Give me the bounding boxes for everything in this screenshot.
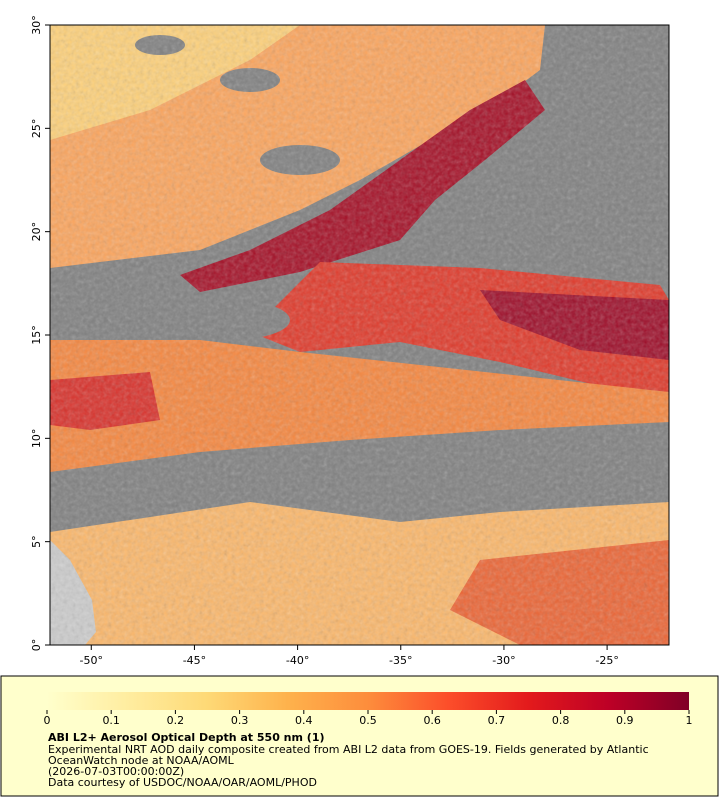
colorbar-tick-label: 0.8 (552, 714, 570, 727)
legend-note: OceanWatch node at NOAA/AOML (48, 754, 235, 767)
legend-title: ABI L2+ Aerosol Optical Depth at 550 nm … (48, 731, 325, 744)
x-tick-label: -25° (595, 654, 618, 667)
colorbar-tick-label: 0 (44, 714, 51, 727)
y-tick-label: 30° (30, 15, 43, 35)
colorbar-tick-label: 0.9 (616, 714, 634, 727)
colorbar-tick-label: 0.5 (359, 714, 377, 727)
map-raster (50, 25, 669, 645)
y-tick-label: 0° (30, 639, 43, 652)
colorbar-tick-label: 0.7 (488, 714, 506, 727)
legend-note: (2026-07-03T00:00:00Z) (48, 765, 184, 778)
colorbar-tick-label: 0.2 (167, 714, 185, 727)
x-tick-label: -40° (286, 654, 309, 667)
colorbar (47, 692, 689, 710)
y-tick-label: 25° (30, 119, 43, 139)
colorbar-tick-label: 0.3 (231, 714, 249, 727)
x-tick-label: -50° (80, 654, 103, 667)
y-tick-label: 15° (30, 325, 43, 345)
colorbar-tick-label: 0.1 (102, 714, 120, 727)
y-tick-label: 20° (30, 222, 43, 242)
x-tick-label: -30° (492, 654, 515, 667)
legend-note: Data courtesy of USDOC/NOAA/OAR/AOML/PHO… (48, 776, 317, 789)
legend-note: Experimental NRT AOD daily composite cre… (48, 743, 649, 756)
colorbar-tick-label: 1 (686, 714, 693, 727)
colorbar-tick-label: 0.6 (423, 714, 441, 727)
x-tick-label: -45° (183, 654, 206, 667)
y-tick-label: 5° (30, 535, 43, 548)
x-tick-label: -35° (389, 654, 412, 667)
texture (50, 25, 669, 645)
y-tick-label: 10° (30, 429, 43, 449)
colorbar-tick-label: 0.4 (295, 714, 313, 727)
